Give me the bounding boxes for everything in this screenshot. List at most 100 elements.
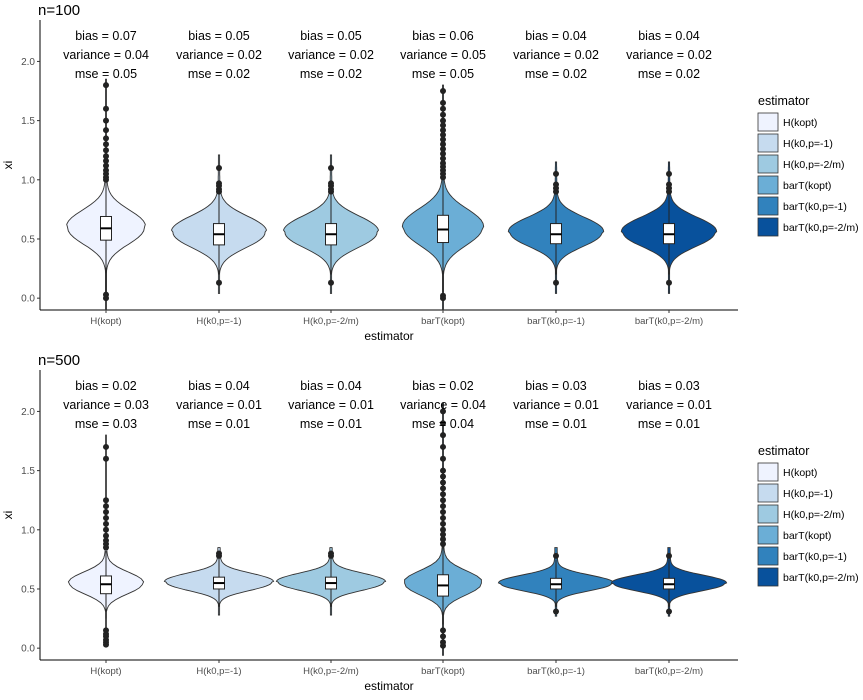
mse-label: mse = 0.01 xyxy=(300,417,362,431)
outlier-point xyxy=(666,181,672,188)
x-axis-label: estimator xyxy=(364,679,413,693)
x-tick-label: barT(k0,p=-2/m) xyxy=(635,666,703,677)
outlier-point xyxy=(216,164,222,171)
outlier-point xyxy=(103,532,109,539)
x-tick-label: H(k0,p=-2/m) xyxy=(303,316,359,327)
violin-group: bias = 0.04 variance = 0.01 mse = 0.01 H(k0… xyxy=(163,379,275,677)
bias-label: bias = 0.04 xyxy=(300,379,362,393)
outlier-point xyxy=(103,147,109,154)
y-tick-label: 0.5 xyxy=(21,584,35,595)
mse-label: mse = 0.02 xyxy=(188,67,250,81)
y-tick-label: 2.0 xyxy=(21,407,35,418)
outlier-point xyxy=(440,467,446,474)
outlier-point xyxy=(440,526,446,533)
bias-label: bias = 0.03 xyxy=(638,379,700,393)
bias-label: bias = 0.02 xyxy=(412,379,474,393)
outlier-point xyxy=(440,627,446,634)
x-tick-label: H(kopt) xyxy=(90,666,121,677)
outlier-point xyxy=(440,514,446,521)
outlier-point xyxy=(440,633,446,640)
outlier-point xyxy=(440,105,446,112)
legend-label: H(k0,p=-1) xyxy=(783,488,833,500)
violin-group: bias = 0.02 variance = 0.04 mse = 0.04 barT… xyxy=(400,379,486,677)
y-tick-label: 0.0 xyxy=(21,294,35,305)
outlier-point xyxy=(440,122,446,129)
violin-group: bias = 0.04 variance = 0.02 mse = 0.02 barT… xyxy=(620,29,718,327)
bias-label: bias = 0.04 xyxy=(188,379,250,393)
violin-group: bias = 0.05 variance = 0.02 mse = 0.02 H(k0… xyxy=(170,29,268,327)
outlier-point xyxy=(103,117,109,124)
mse-label: mse = 0.02 xyxy=(525,67,587,81)
outlier-point xyxy=(103,135,109,142)
outlier-point xyxy=(328,164,334,171)
outlier-point xyxy=(216,550,222,557)
bias-label: bias = 0.02 xyxy=(75,379,137,393)
outlier-point xyxy=(103,127,109,134)
outlier-point xyxy=(440,127,446,134)
legend-swatch xyxy=(757,112,779,132)
x-tick-label: H(k0,p=-1) xyxy=(196,316,241,327)
outlier-point xyxy=(103,497,109,504)
y-tick-label: 0.0 xyxy=(21,644,35,655)
legend-label: H(kopt) xyxy=(783,117,817,129)
outlier-point xyxy=(103,526,109,533)
outlier-point xyxy=(440,131,446,138)
outlier-point xyxy=(440,111,446,118)
variance-label: variance = 0.02 xyxy=(626,48,712,62)
x-tick-label: barT(k0,p=-1) xyxy=(527,666,585,677)
outlier-point xyxy=(440,541,446,547)
legend-label: barT(k0,p=-2/m) xyxy=(783,222,859,234)
legend-label: barT(k0,p=-1) xyxy=(783,551,847,563)
legend-label: H(k0,p=-2/m) xyxy=(783,159,845,171)
x-axis-label: estimator xyxy=(364,329,413,343)
legend-swatch xyxy=(757,154,779,174)
variance-label: variance = 0.02 xyxy=(513,48,599,62)
outlier-point xyxy=(440,473,446,480)
outlier-point xyxy=(328,180,334,187)
panel-title: n=100 xyxy=(38,2,80,19)
outlier-point xyxy=(440,642,446,649)
mse-label: mse = 0.01 xyxy=(188,417,250,431)
outlier-point xyxy=(216,279,222,286)
legend-swatch xyxy=(757,217,779,237)
bias-label: bias = 0.04 xyxy=(638,29,700,43)
outlier-point xyxy=(103,443,109,450)
variance-label: variance = 0.01 xyxy=(288,398,374,412)
outlier-point xyxy=(440,443,446,450)
variance-label: variance = 0.02 xyxy=(176,48,262,62)
x-tick-label: barT(k0,p=-1) xyxy=(527,316,585,327)
outlier-point xyxy=(553,552,559,559)
legend-swatch xyxy=(757,133,779,153)
outlier-point xyxy=(440,99,446,106)
outlier-point xyxy=(103,503,109,510)
variance-label: variance = 0.03 xyxy=(63,398,149,412)
x-tick-label: H(k0,p=-1) xyxy=(196,666,241,677)
bias-label: bias = 0.03 xyxy=(525,379,587,393)
legend-title: estimator xyxy=(758,94,809,108)
outlier-point xyxy=(440,141,446,148)
outlier-point xyxy=(440,497,446,504)
legend-label: H(kopt) xyxy=(783,467,817,479)
outlier-point xyxy=(103,514,109,521)
outlier-point xyxy=(440,117,446,124)
outlier-point xyxy=(103,509,109,516)
panel-0: n=100 0.0 0.5 1.0 1.5 2.0 xi estimator bias = 0.… xyxy=(1,2,859,343)
violin-group: bias = 0.04 variance = 0.01 mse = 0.01 H(k0… xyxy=(275,379,387,677)
legend-label: barT(k0,p=-2/m) xyxy=(783,572,859,584)
outlier-point xyxy=(328,279,334,286)
variance-label: variance = 0.05 xyxy=(400,48,486,62)
outlier-point xyxy=(440,536,446,543)
x-tick-label: barT(k0,p=-2/m) xyxy=(635,316,703,327)
violin-group: bias = 0.07 variance = 0.04 mse = 0.05 H(ko… xyxy=(63,29,149,327)
violin-group: bias = 0.03 variance = 0.01 mse = 0.01 barT… xyxy=(497,379,615,677)
variance-label: variance = 0.01 xyxy=(513,398,599,412)
legend-swatch xyxy=(757,546,779,566)
variance-label: variance = 0.02 xyxy=(288,48,374,62)
outlier-point xyxy=(440,420,446,427)
legend-swatch xyxy=(757,504,779,524)
outlier-point xyxy=(216,180,222,187)
violin-group: bias = 0.02 variance = 0.03 mse = 0.03 H(ko… xyxy=(63,379,149,677)
outlier-point xyxy=(103,153,109,160)
legend-label: barT(k0,p=-1) xyxy=(783,201,847,213)
outlier-point xyxy=(440,136,446,143)
